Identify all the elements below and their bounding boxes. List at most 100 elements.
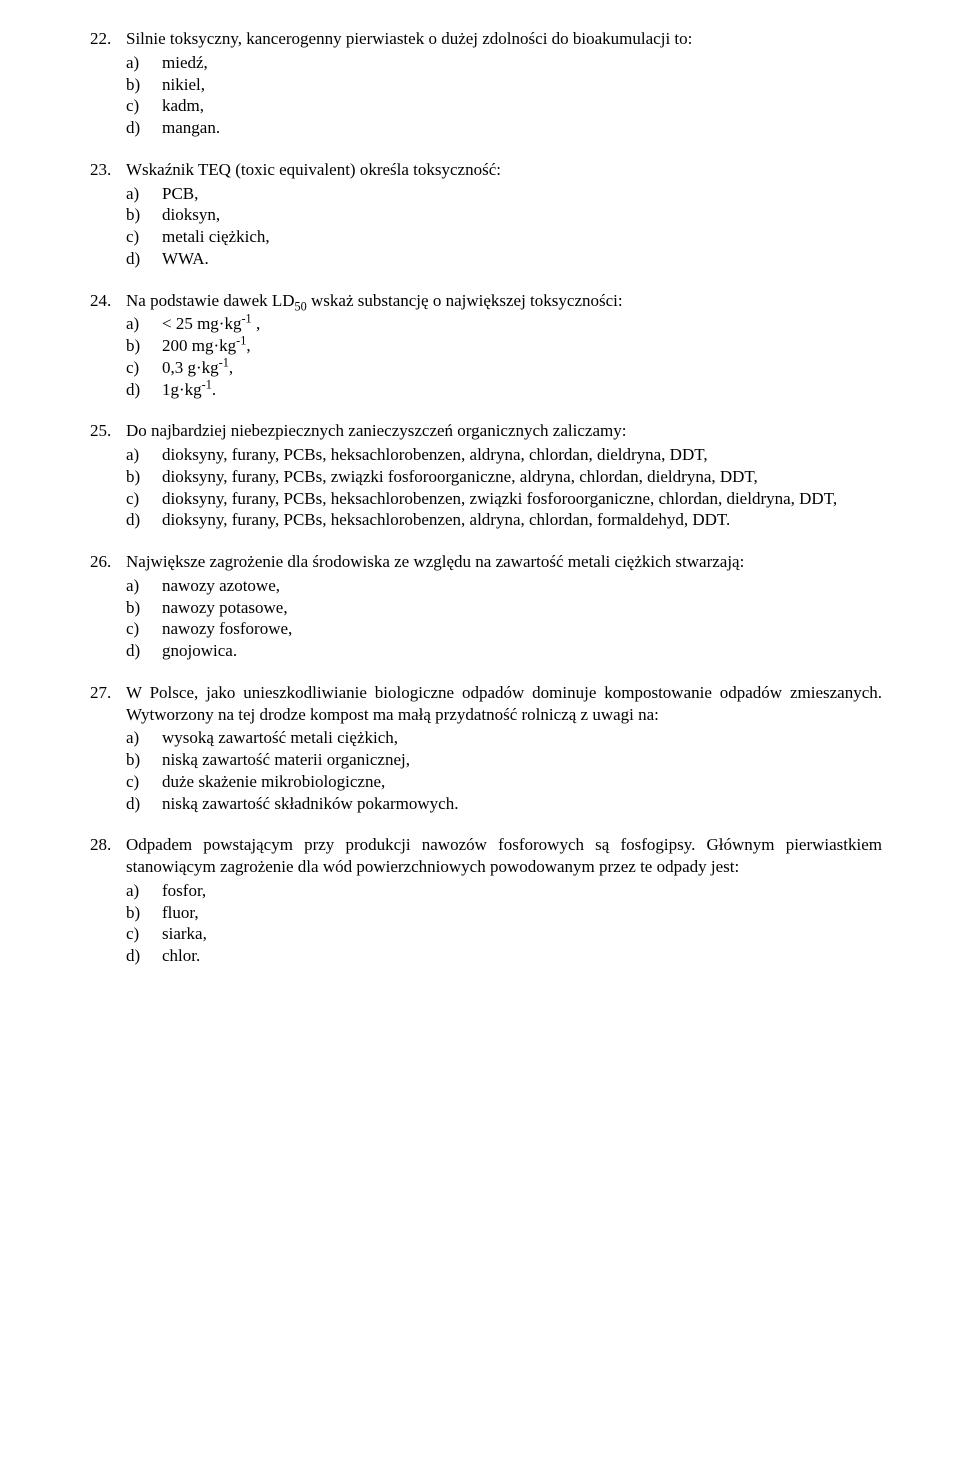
options-list: a)< 25 mg·kg-1 ,b)200 mg·kg-1,c)0,3 g·kg… xyxy=(90,313,882,400)
option-letter: b) xyxy=(90,749,162,771)
option-text: wysoką zawartość metali ciężkich, xyxy=(162,727,882,749)
option: d)niską zawartość składników pokarmowych… xyxy=(90,793,882,815)
question-number: 26. xyxy=(90,551,126,573)
option: a)wysoką zawartość metali ciężkich, xyxy=(90,727,882,749)
option: b)nawozy potasowe, xyxy=(90,597,882,619)
question-stem: Do najbardziej niebezpiecznych zanieczys… xyxy=(126,420,882,442)
option-text: < 25 mg·kg-1 , xyxy=(162,313,882,335)
option-text: kadm, xyxy=(162,95,882,117)
option: b)fluor, xyxy=(90,902,882,924)
question-number: 22. xyxy=(90,28,126,50)
question-number: 23. xyxy=(90,159,126,181)
option-letter: b) xyxy=(90,204,162,226)
option-text: 200 mg·kg-1, xyxy=(162,335,882,357)
option: d)WWA. xyxy=(90,248,882,270)
option-letter: c) xyxy=(90,771,162,793)
option-letter: d) xyxy=(90,509,162,531)
option-letter: c) xyxy=(90,618,162,640)
option: a)dioksyny, furany, PCBs, heksachloroben… xyxy=(90,444,882,466)
option-text: gnojowica. xyxy=(162,640,882,662)
option-letter: a) xyxy=(90,444,162,466)
option: b)200 mg·kg-1, xyxy=(90,335,882,357)
question: 27.W Polsce, jako unieszkodliwianie biol… xyxy=(90,682,882,815)
option: b)dioksyn, xyxy=(90,204,882,226)
option: c)dioksyny, furany, PCBs, heksachloroben… xyxy=(90,488,882,510)
option-text: PCB, xyxy=(162,183,882,205)
option: d)dioksyny, furany, PCBs, heksachloroben… xyxy=(90,509,882,531)
option-text: dioksyny, furany, PCBs, heksachlorobenze… xyxy=(162,509,882,531)
option: a)fosfor, xyxy=(90,880,882,902)
question-number: 25. xyxy=(90,420,126,442)
question: 22.Silnie toksyczny, kancerogenny pierwi… xyxy=(90,28,882,139)
question-stem: Wskaźnik TEQ (toxic equivalent) określa … xyxy=(126,159,882,181)
option-letter: d) xyxy=(90,117,162,139)
questions-list: 22.Silnie toksyczny, kancerogenny pierwi… xyxy=(90,28,882,967)
option-text: 1g·kg-1. xyxy=(162,379,882,401)
option-letter: c) xyxy=(90,95,162,117)
option: d)gnojowica. xyxy=(90,640,882,662)
question: 25.Do najbardziej niebezpiecznych zaniec… xyxy=(90,420,882,531)
option: b)nikiel, xyxy=(90,74,882,96)
option-letter: a) xyxy=(90,880,162,902)
option: d)mangan. xyxy=(90,117,882,139)
option: d)1g·kg-1. xyxy=(90,379,882,401)
question-stem: W Polsce, jako unieszkodliwianie biologi… xyxy=(126,682,882,726)
options-list: a)nawozy azotowe,b)nawozy potasowe,c)naw… xyxy=(90,575,882,662)
option-letter: a) xyxy=(90,183,162,205)
option-text: metali ciężkich, xyxy=(162,226,882,248)
option-letter: b) xyxy=(90,597,162,619)
option-text: duże skażenie mikrobiologiczne, xyxy=(162,771,882,793)
question-stem: Odpadem powstającym przy produkcji nawoz… xyxy=(126,834,882,878)
option: a)nawozy azotowe, xyxy=(90,575,882,597)
question-number: 28. xyxy=(90,834,126,856)
option: d)chlor. xyxy=(90,945,882,967)
option-letter: b) xyxy=(90,335,162,357)
question: 23.Wskaźnik TEQ (toxic equivalent) okreś… xyxy=(90,159,882,270)
option-text: dioksyny, furany, PCBs, związki fosforoo… xyxy=(162,466,882,488)
option-text: niską zawartość materii organicznej, xyxy=(162,749,882,771)
option-text: nawozy azotowe, xyxy=(162,575,882,597)
option-letter: b) xyxy=(90,74,162,96)
option-letter: b) xyxy=(90,466,162,488)
question: 28.Odpadem powstającym przy produkcji na… xyxy=(90,834,882,967)
option-letter: a) xyxy=(90,313,162,335)
option-letter: a) xyxy=(90,727,162,749)
options-list: a)fosfor,b)fluor,c)siarka,d)chlor. xyxy=(90,880,882,967)
question-stem: Na podstawie dawek LD50 wskaż substancję… xyxy=(126,290,882,312)
option-text: mangan. xyxy=(162,117,882,139)
option: c)metali ciężkich, xyxy=(90,226,882,248)
option-letter: d) xyxy=(90,379,162,401)
option: b)niską zawartość materii organicznej, xyxy=(90,749,882,771)
option: a)PCB, xyxy=(90,183,882,205)
option-text: nawozy potasowe, xyxy=(162,597,882,619)
option-letter: d) xyxy=(90,248,162,270)
question: 26.Największe zagrożenie dla środowiska … xyxy=(90,551,882,662)
option-text: siarka, xyxy=(162,923,882,945)
option-letter: d) xyxy=(90,793,162,815)
option-letter: d) xyxy=(90,945,162,967)
option: b)dioksyny, furany, PCBs, związki fosfor… xyxy=(90,466,882,488)
option-letter: c) xyxy=(90,357,162,379)
option: c)0,3 g·kg-1, xyxy=(90,357,882,379)
option-letter: a) xyxy=(90,575,162,597)
options-list: a)wysoką zawartość metali ciężkich,b)nis… xyxy=(90,727,882,814)
option-text: nawozy fosforowe, xyxy=(162,618,882,640)
option-letter: d) xyxy=(90,640,162,662)
question-number: 24. xyxy=(90,290,126,312)
option-letter: c) xyxy=(90,488,162,510)
options-list: a)PCB,b)dioksyn,c)metali ciężkich,d)WWA. xyxy=(90,183,882,270)
option: a)miedź, xyxy=(90,52,882,74)
option-letter: c) xyxy=(90,226,162,248)
option-text: fosfor, xyxy=(162,880,882,902)
option-text: dioksyny, furany, PCBs, heksachlorobenze… xyxy=(162,488,882,510)
question-stem: Silnie toksyczny, kancerogenny pierwiast… xyxy=(126,28,882,50)
option: c)siarka, xyxy=(90,923,882,945)
option-letter: c) xyxy=(90,923,162,945)
option: c)kadm, xyxy=(90,95,882,117)
option-text: niską zawartość składników pokarmowych. xyxy=(162,793,882,815)
option-letter: b) xyxy=(90,902,162,924)
option-text: 0,3 g·kg-1, xyxy=(162,357,882,379)
options-list: a)dioksyny, furany, PCBs, heksachloroben… xyxy=(90,444,882,531)
options-list: a)miedź,b)nikiel,c)kadm,d)mangan. xyxy=(90,52,882,139)
option-text: dioksyny, furany, PCBs, heksachlorobenze… xyxy=(162,444,882,466)
